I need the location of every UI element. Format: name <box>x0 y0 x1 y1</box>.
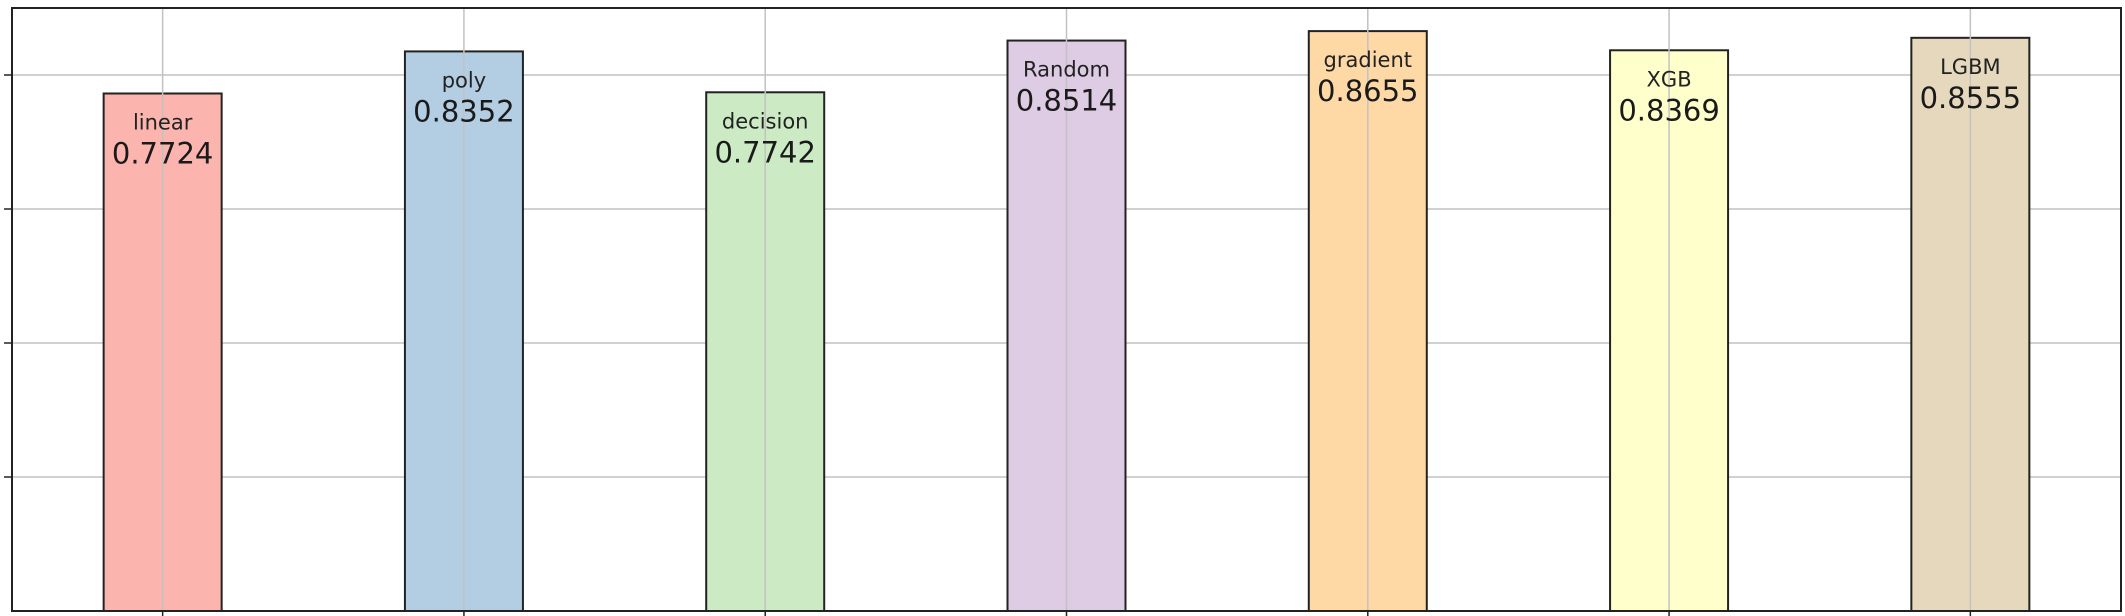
vertical-grid-layer <box>161 8 1972 611</box>
bar-value-label: 0.7742 <box>714 135 815 169</box>
bar-name-label: linear <box>133 110 193 134</box>
bar-value-label: 0.8352 <box>413 94 514 128</box>
bar-name-label: XGB <box>1647 67 1692 91</box>
bar-name-label: Random <box>1023 58 1110 82</box>
bar-value-label: 0.8655 <box>1317 74 1418 108</box>
bar-name-label: LGBM <box>1940 55 2001 79</box>
bar-name-label: poly <box>442 68 486 92</box>
bar-name-label: decision <box>722 109 809 133</box>
bar-value-label: 0.8555 <box>1920 81 2021 115</box>
bar-value-label: 0.8369 <box>1618 93 1719 127</box>
bar-name-label: gradient <box>1324 48 1412 72</box>
bar-value-label: 0.8514 <box>1016 84 1117 118</box>
axis-ticks-layer <box>4 74 1972 616</box>
bar-value-label: 0.7724 <box>112 136 213 170</box>
